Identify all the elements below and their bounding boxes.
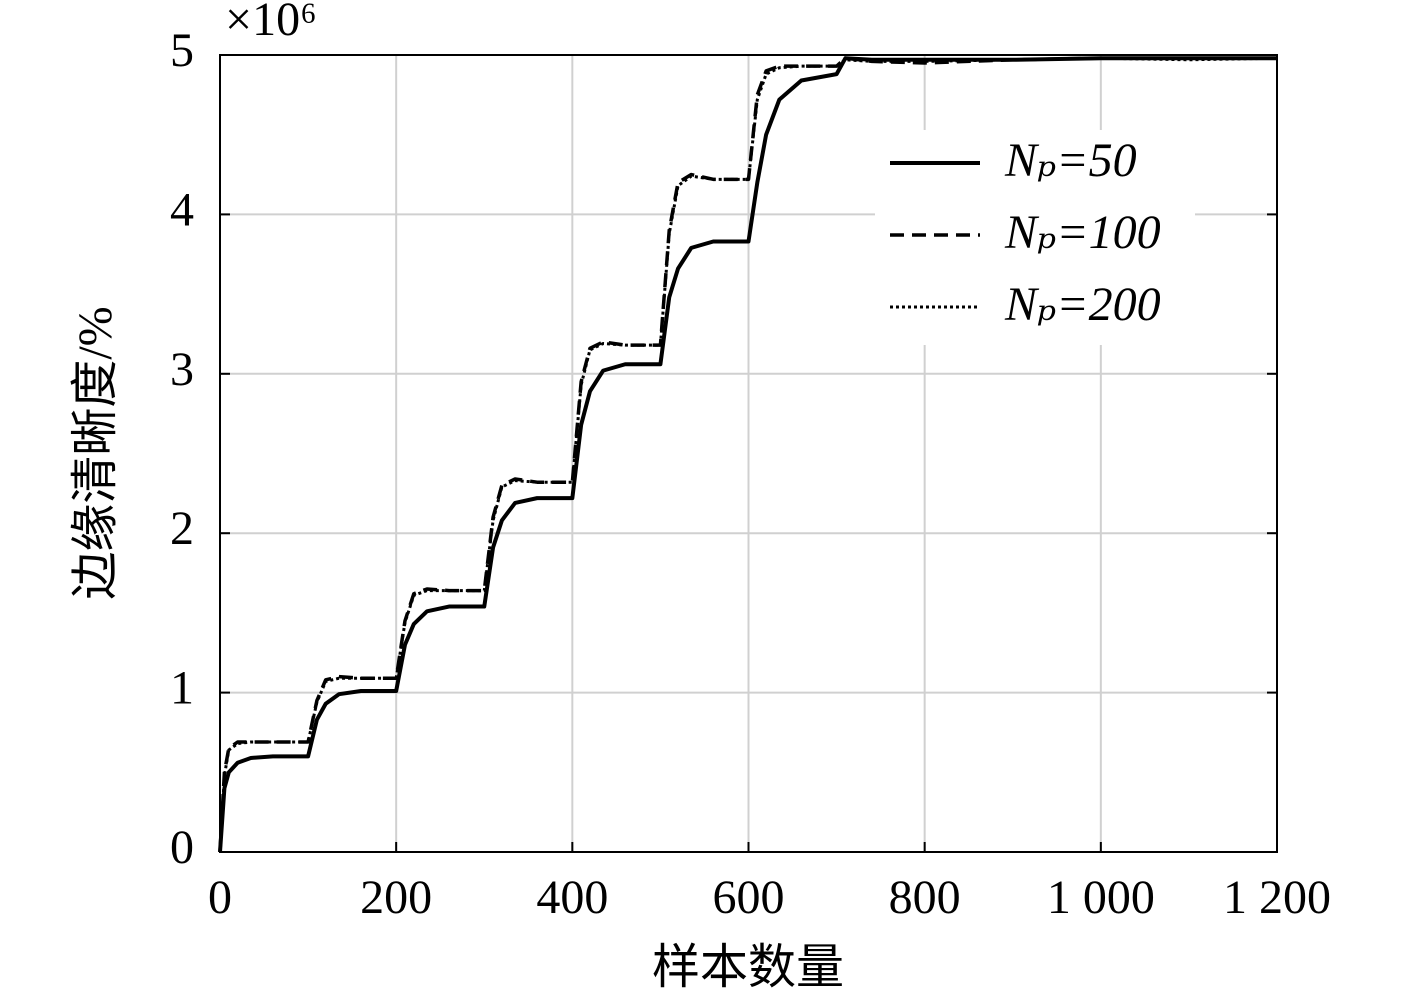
legend-label: Nₚ=200 (1004, 278, 1161, 331)
x-axis-label: 样本数量 (652, 941, 844, 994)
x-tick-label: 0 (208, 871, 232, 924)
x-tick-label: 800 (889, 871, 961, 924)
y-tick-label: 1 (170, 662, 194, 715)
legend-label: Nₚ=50 (1004, 134, 1137, 187)
y-tick-label: 0 (170, 821, 194, 874)
series-line (218, 56, 1277, 853)
y-tick-label: 3 (170, 343, 194, 396)
y-tick-label: 2 (170, 502, 194, 555)
y-axis-label: 边缘清晰度/% (69, 306, 122, 599)
y-tick-label: 4 (170, 183, 194, 236)
plot-frame (219, 54, 1278, 853)
x-tick-label: 1 200 (1223, 871, 1331, 924)
legend-label: Nₚ=100 (1004, 206, 1161, 259)
y-tick-label: 5 (170, 24, 194, 77)
x-tick-label: 400 (536, 871, 608, 924)
legend-box (875, 130, 1195, 345)
series-line (218, 56, 1277, 853)
x-tick-label: 1 000 (1047, 871, 1155, 924)
x-tick-label: 600 (713, 871, 785, 924)
y-scale-label: ×10⁶ (225, 0, 317, 46)
x-tick-label: 200 (360, 871, 432, 924)
